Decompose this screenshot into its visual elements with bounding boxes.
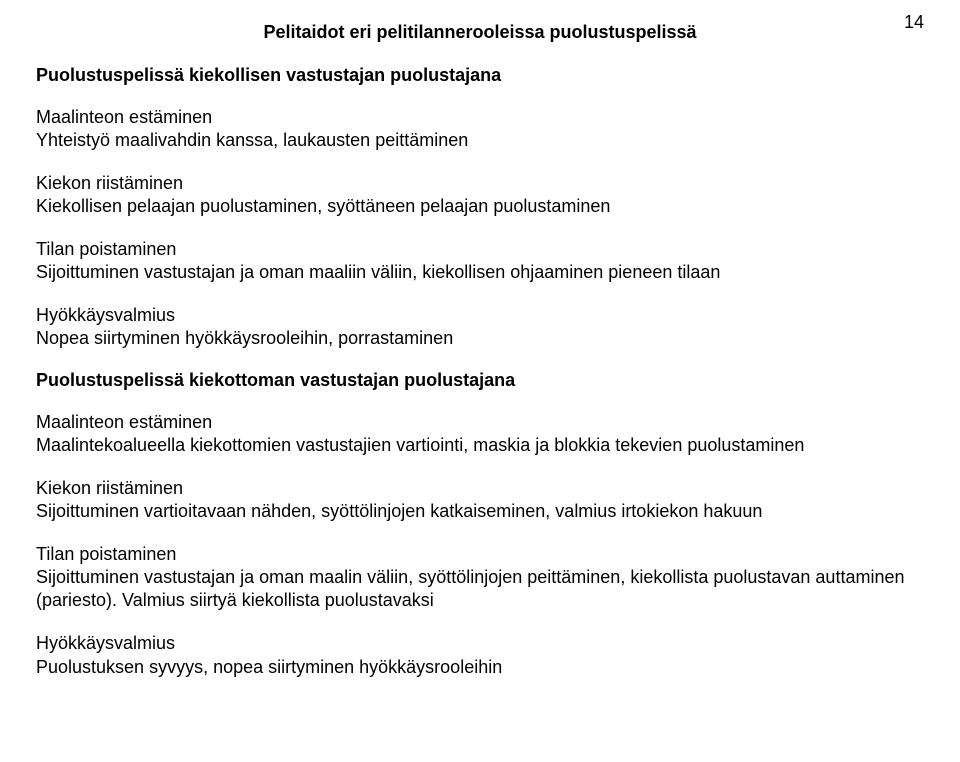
paragraph-group: Tilan poistaminen Sijoittuminen vastusta…	[36, 543, 924, 612]
paragraph-group: Maalinteon estäminen Yhteistyö maalivahd…	[36, 106, 924, 152]
group-label: Maalinteon estäminen	[36, 106, 924, 129]
group-label: Kiekon riistäminen	[36, 172, 924, 195]
group-label: Tilan poistaminen	[36, 543, 924, 566]
section-2-heading: Puolustuspelissä kiekottoman vastustajan…	[36, 370, 924, 391]
group-body: Yhteistyö maalivahdin kanssa, laukausten…	[36, 129, 924, 152]
document-page: 14 Pelitaidot eri pelitilannerooleissa p…	[0, 0, 960, 762]
group-body: Sijoittuminen vastustajan ja oman maalii…	[36, 261, 924, 284]
group-label: Kiekon riistäminen	[36, 477, 924, 500]
paragraph-group: Hyökkäysvalmius Puolustuksen syvyys, nop…	[36, 632, 924, 678]
group-body: Kiekollisen pelaajan puolustaminen, syöt…	[36, 195, 924, 218]
section-1-heading: Puolustuspelissä kiekollisen vastustajan…	[36, 65, 924, 86]
group-label: Hyökkäysvalmius	[36, 304, 924, 327]
group-body: Maalintekoalueella kiekottomien vastusta…	[36, 434, 924, 457]
group-label: Maalinteon estäminen	[36, 411, 924, 434]
paragraph-group: Kiekon riistäminen Kiekollisen pelaajan …	[36, 172, 924, 218]
document-title: Pelitaidot eri pelitilannerooleissa puol…	[36, 22, 924, 43]
group-body: Nopea siirtyminen hyökkäysrooleihin, por…	[36, 327, 924, 350]
paragraph-group: Hyökkäysvalmius Nopea siirtyminen hyökkä…	[36, 304, 924, 350]
paragraph-group: Kiekon riistäminen Sijoittuminen vartioi…	[36, 477, 924, 523]
group-body: Sijoittuminen vastustajan ja oman maalin…	[36, 566, 924, 612]
group-body: Sijoittuminen vartioitavaan nähden, syöt…	[36, 500, 924, 523]
page-number: 14	[904, 12, 924, 33]
group-label: Tilan poistaminen	[36, 238, 924, 261]
paragraph-group: Maalinteon estäminen Maalintekoalueella …	[36, 411, 924, 457]
group-body: Puolustuksen syvyys, nopea siirtyminen h…	[36, 656, 924, 679]
group-label: Hyökkäysvalmius	[36, 632, 924, 655]
paragraph-group: Tilan poistaminen Sijoittuminen vastusta…	[36, 238, 924, 284]
